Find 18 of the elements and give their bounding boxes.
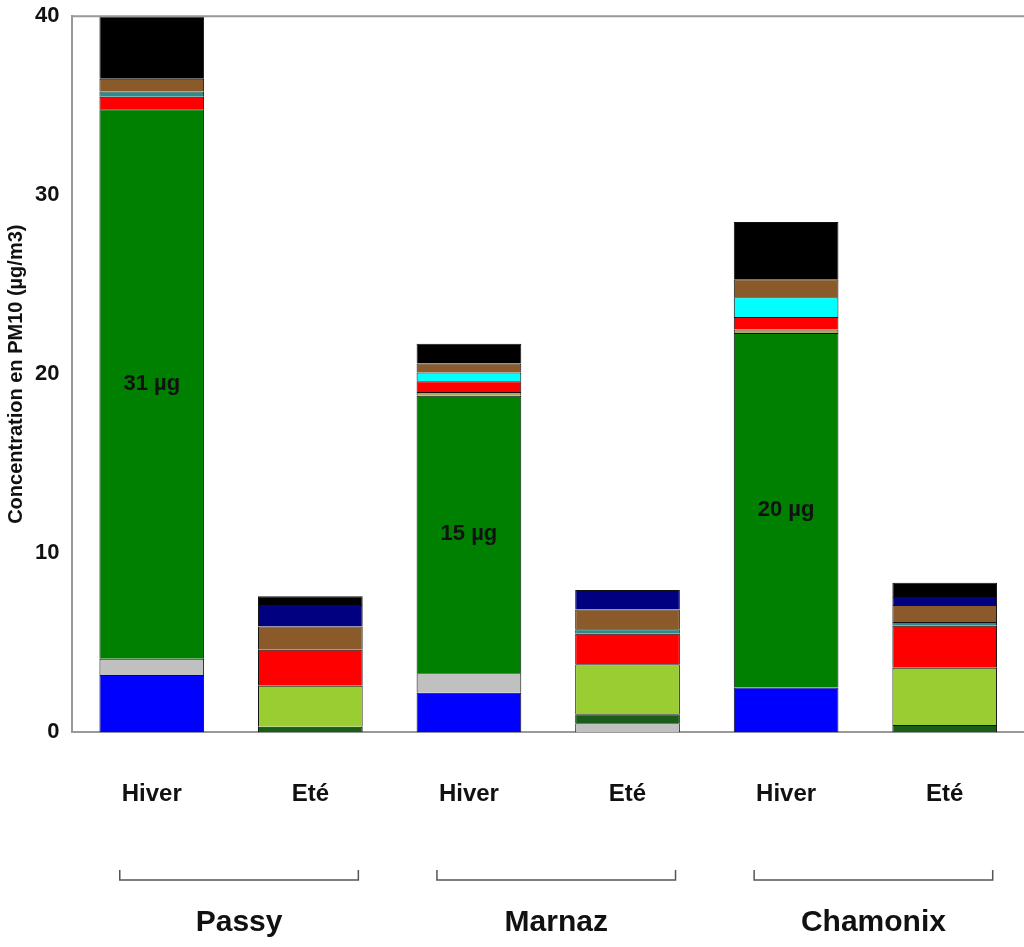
x-tick-label: Hiver: [438, 779, 499, 807]
text: Chamonix: [800, 904, 947, 938]
x-tick-label: Eté: [291, 779, 330, 807]
x-tick-label: Hiver: [121, 779, 182, 807]
y-axis-title: Concentration en PM10 (µg/m3): [3, 224, 26, 524]
data-label: 31 µg: [123, 370, 181, 396]
y-tick-label: 10: [34, 539, 60, 565]
y-tick-label: 40: [34, 2, 60, 28]
x-tick-label: Eté: [608, 779, 647, 807]
y-tick-label: 0: [47, 718, 60, 744]
x-tick-label: Hiver: [756, 779, 817, 807]
text: Passy: [195, 904, 283, 938]
data-label: 15 µg: [440, 520, 498, 546]
data-label: 20 µg: [757, 496, 815, 522]
x-tick-label: Eté: [926, 779, 964, 807]
y-tick-label: 20: [34, 360, 60, 386]
y-tick-label: 30: [34, 181, 60, 207]
text: Marnaz: [504, 904, 608, 938]
